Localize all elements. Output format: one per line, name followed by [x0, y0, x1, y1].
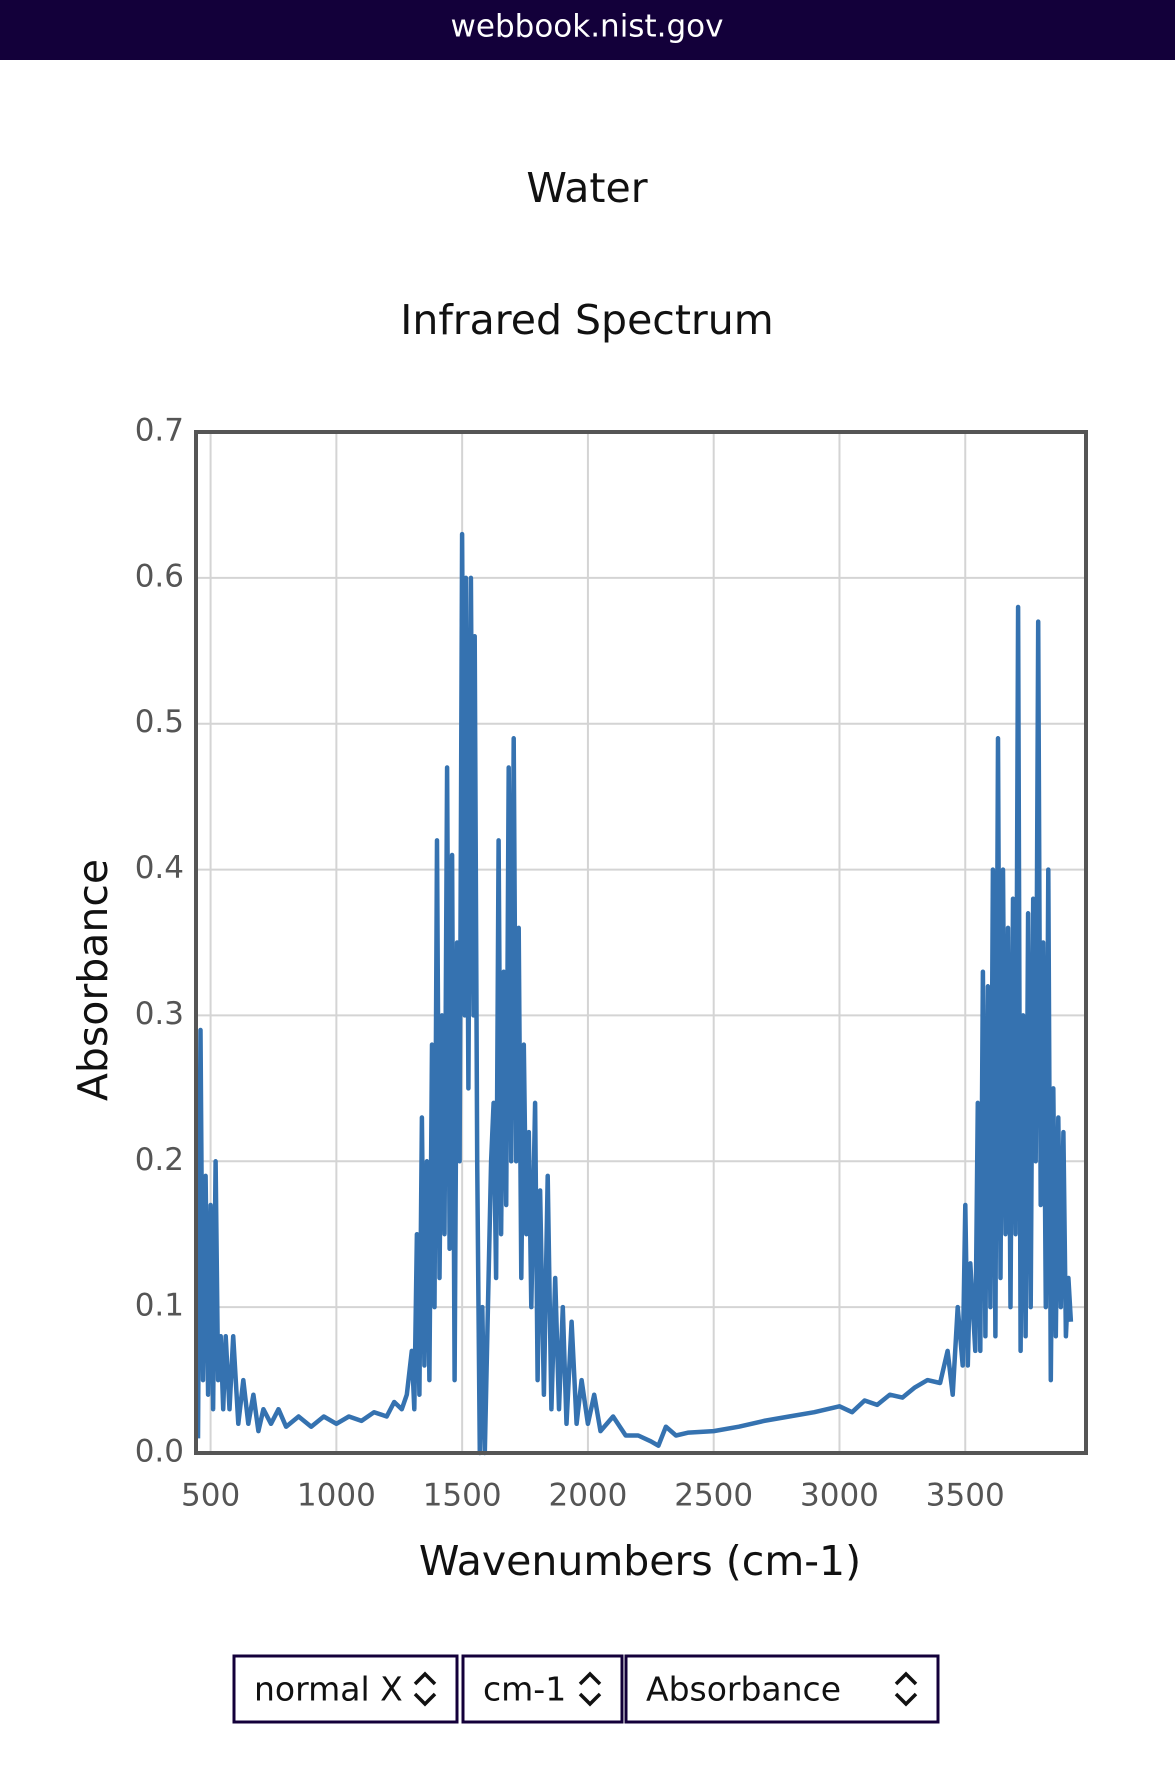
y-tick-label: 0.1	[135, 1288, 184, 1324]
select-label[interactable]: cm-1	[483, 1670, 566, 1709]
x-tick-label: 2000	[548, 1478, 627, 1514]
x-tick-label: 3500	[926, 1478, 1005, 1514]
spectrum-line	[195, 531, 1074, 1456]
select-box[interactable]: normal X	[232, 1654, 459, 1724]
y-axis-label: Absorbance	[69, 859, 117, 1101]
select-box[interactable]: cm-1	[461, 1654, 624, 1724]
select-frame[interactable]	[232, 1654, 459, 1724]
y-tick-label: 0.2	[135, 1142, 184, 1178]
select-chevron[interactable]	[894, 1671, 918, 1707]
x-tick-label: 500	[181, 1478, 240, 1514]
select-label[interactable]: Absorbance	[646, 1670, 841, 1709]
grid	[196, 431, 1086, 1454]
select-label[interactable]: normal X	[254, 1670, 403, 1709]
y-tick-label: 0.0	[135, 1434, 184, 1470]
x-tick-label: 2500	[674, 1478, 753, 1514]
x-tick-label: 1500	[423, 1478, 502, 1514]
select-chevron[interactable]	[578, 1671, 602, 1707]
y-tick-label: 0.3	[135, 996, 184, 1032]
url-bar	[0, 0, 1175, 60]
plot	[195, 531, 1074, 1456]
select-box[interactable]: Absorbance	[624, 1654, 940, 1724]
x-tick-label: 1000	[297, 1478, 376, 1514]
y-tick-label: 0.7	[135, 413, 184, 449]
controls: normal X cm-1 Absorbance	[232, 1654, 940, 1724]
chart-subtitle: Infrared Spectrum	[400, 296, 773, 344]
plot-frame	[194, 430, 1088, 1455]
x-axis-label: Wavenumbers (cm-1)	[419, 1537, 861, 1585]
select-chevron[interactable]	[413, 1671, 437, 1707]
y-tick-label: 0.6	[135, 558, 184, 594]
url: webbook.nist.gov	[451, 9, 724, 45]
y-tick-label: 0.4	[135, 850, 184, 886]
x-tick-label: 3000	[800, 1478, 879, 1514]
select-frame[interactable]	[624, 1654, 940, 1724]
select-frame[interactable]	[461, 1654, 624, 1724]
chart-title: Water	[526, 164, 647, 212]
y-tick-label: 0.5	[135, 704, 184, 740]
